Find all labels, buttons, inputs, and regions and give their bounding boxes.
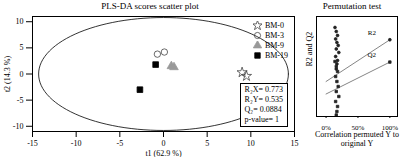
svg-text:15: 15: [291, 139, 299, 148]
svg-text:-15: -15: [27, 139, 38, 148]
svg-text:t1 (62.9 %): t1 (62.9 %): [145, 149, 182, 157]
svg-text:R2 and Q2: R2 and Q2: [305, 32, 314, 67]
html-text:Q₂= 0.0884: Q₂= 0.0884: [244, 105, 282, 114]
html-text:R₂Y= 0.535: R₂Y= 0.535: [244, 95, 283, 104]
svg-text:50%: 50%: [352, 124, 365, 130]
svg-text:0%: 0%: [321, 124, 331, 130]
svg-text:0: 0: [20, 70, 24, 79]
html-text:BM-0: BM-0: [264, 20, 284, 30]
svg-text:0: 0: [162, 139, 166, 148]
svg-text:-10: -10: [13, 122, 24, 131]
html-text:BM-9: BM-9: [264, 40, 284, 50]
html-text:p-value= 1: p-value= 1: [244, 115, 280, 124]
html-text:Correlation permuted Y to orig: Correlation permuted Y to original Y: [315, 130, 399, 148]
html-text:R₂X= 0.773: R₂X= 0.773: [244, 85, 283, 94]
svg-text:5: 5: [20, 43, 24, 52]
svg-text:R2: R2: [368, 29, 377, 37]
html-text:Permutation test: Permutation test: [322, 1, 382, 11]
svg-text:100%: 100%: [382, 124, 399, 130]
svg-text:-5: -5: [116, 139, 123, 148]
svg-text:-5: -5: [17, 96, 24, 105]
svg-text:10: 10: [16, 17, 24, 26]
svg-text:10: 10: [247, 139, 255, 148]
svg-text:t2 (14.3 %): t2 (14.3 %): [3, 56, 12, 93]
svg-text:5: 5: [205, 139, 209, 148]
svg-text:Q2: Q2: [368, 51, 377, 59]
html-text:BM-19: BM-19: [264, 50, 288, 60]
html-text:BM-3: BM-3: [264, 30, 284, 40]
html-text:PLS-DA scores scatter plot: PLS-DA scores scatter plot: [101, 1, 199, 11]
svg-text:-10: -10: [71, 139, 82, 148]
